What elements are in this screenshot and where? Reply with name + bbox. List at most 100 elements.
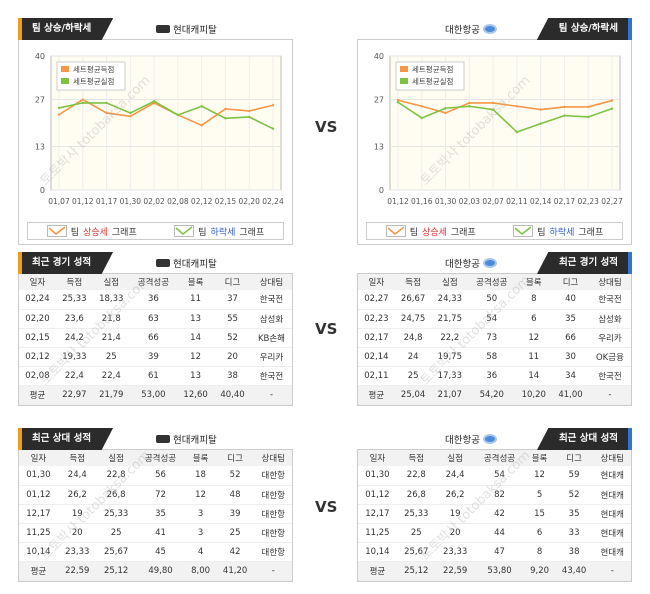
data-point bbox=[610, 107, 614, 110]
table-cell: 48 bbox=[215, 485, 255, 505]
right-team-label: 대한항공 bbox=[445, 22, 497, 36]
x-tick-label: 02,07 bbox=[482, 197, 504, 206]
table-cell: - bbox=[593, 561, 631, 581]
table-cell: 02,23 bbox=[358, 309, 395, 329]
legend-suffix: 그래프 bbox=[111, 227, 137, 238]
table-cell: 02,11 bbox=[358, 366, 395, 386]
table-cell: 25,12 bbox=[396, 561, 436, 581]
legend-rise: 팀 상승세 그래프 bbox=[385, 225, 476, 238]
table-cell: 41 bbox=[135, 523, 186, 543]
left-trend-chart: 0 13 27 40 01,07 01,12 01,17 01,30 02,02 02,08 02,… bbox=[18, 40, 293, 245]
table-cell: 37 bbox=[214, 290, 251, 310]
table-row: 01,12 26,8 26,2 82 5 52 현대캐 bbox=[358, 485, 631, 505]
right-team-label: 대한항공 bbox=[445, 256, 497, 270]
table-cell: 8 bbox=[515, 290, 553, 310]
table-cell: 현대캐 bbox=[593, 542, 631, 562]
table-cell: 대한항 bbox=[254, 523, 292, 543]
x-tick-label: 02,17 bbox=[554, 197, 576, 206]
table-row: 02,14 24 19,75 58 11 30 OK금융 bbox=[358, 347, 631, 367]
table-cell: 14 bbox=[515, 366, 553, 386]
column-header: 득점 bbox=[396, 450, 436, 466]
table-cell: 대한항 bbox=[254, 466, 292, 486]
series-line-0 bbox=[397, 99, 613, 114]
right-h2h-title: 최근 상대 성적 bbox=[536, 428, 632, 450]
data-point bbox=[248, 115, 251, 119]
table-cell: 39 bbox=[215, 504, 255, 524]
legend-word: 하락세 bbox=[210, 227, 236, 238]
table-cell: 39 bbox=[129, 347, 178, 367]
right-trend-title: 팀 상승/하락세 bbox=[536, 18, 632, 40]
table-cell: 25,12 bbox=[96, 561, 136, 581]
column-header: 공격성공 bbox=[474, 450, 525, 466]
table-cell: 73 bbox=[468, 328, 516, 348]
hyundai-logo-icon bbox=[156, 259, 170, 267]
fall-graph-icon bbox=[174, 225, 195, 237]
table-cell: 대한항 bbox=[254, 504, 292, 524]
table-cell: 02,17 bbox=[358, 328, 395, 348]
data-point bbox=[57, 106, 61, 110]
table-cell: - bbox=[254, 561, 292, 581]
table-cell: 12 bbox=[185, 485, 216, 505]
table-row: 11,25 25 20 44 6 33 현대캐 bbox=[358, 523, 631, 543]
table-cell: KB손해 bbox=[250, 328, 292, 348]
right-team-name: 대한항공 bbox=[445, 25, 480, 36]
x-tick-label: 02,03 bbox=[459, 197, 481, 206]
right-team-name: 대한항공 bbox=[445, 435, 480, 446]
column-header: 실점 bbox=[435, 450, 475, 466]
hyundai-logo-icon bbox=[156, 435, 170, 443]
data-point bbox=[420, 116, 423, 120]
table-header-row: 일자 득점 실점 공격성공 블록 디그 상대팀 bbox=[19, 450, 292, 466]
data-point bbox=[420, 105, 423, 108]
x-tick-label: 02,14 bbox=[530, 197, 552, 206]
data-point bbox=[563, 105, 566, 109]
table-cell: 52 bbox=[554, 485, 594, 505]
table-cell: OK금융 bbox=[588, 347, 631, 367]
table-cell: - bbox=[588, 385, 631, 405]
table-row: 11,25 20 25 41 3 25 대한항 bbox=[19, 523, 292, 543]
table-cell: 24,4 bbox=[435, 466, 475, 486]
table-cell: 02,08 bbox=[19, 366, 56, 386]
left-trend-title: 팀 상승/하락세 bbox=[18, 18, 114, 40]
vs-label-2: VS bbox=[315, 320, 338, 338]
column-header: 디그 bbox=[214, 274, 251, 290]
rise-graph-icon bbox=[46, 225, 67, 237]
average-row: 평균 25,04 21,07 54,20 10,20 41,00- bbox=[358, 385, 631, 405]
y-tick-label: 0 bbox=[379, 186, 384, 195]
table-cell: 25,33 bbox=[55, 290, 93, 310]
column-header: 실점 bbox=[92, 274, 130, 290]
legend-swatch bbox=[61, 66, 69, 72]
y-tick-label: 13 bbox=[35, 142, 45, 151]
column-header: 일자 bbox=[19, 274, 56, 290]
table-cell: 25 bbox=[96, 523, 136, 543]
column-header: 일자 bbox=[358, 274, 395, 290]
table-row: 02,20 23,6 21,8 63 13 55 삼성화 bbox=[19, 309, 292, 329]
table-cell: 02,20 bbox=[19, 309, 56, 329]
legend-suffix: 그래프 bbox=[578, 227, 604, 238]
right-h2h-table-box: 일자 득점 실점 공격성공 블록 디그 상대팀 01,30 22,8 24,4 54 12 59 현대캐 0… bbox=[357, 450, 632, 582]
table-cell: 20 bbox=[57, 523, 97, 543]
table-cell: 22,2 bbox=[431, 328, 469, 348]
table-cell: 56 bbox=[135, 466, 186, 486]
left-trend-panel: 팀 상승/하락세 현대캐피탈 0 13 27 40 01,07 01,12 01,17 01,… bbox=[18, 18, 293, 245]
left-trend-header: 팀 상승/하락세 현대캐피탈 bbox=[18, 18, 293, 40]
chart-legend bbox=[395, 61, 465, 91]
table-cell: 12 bbox=[515, 328, 553, 348]
legend-fall: 팀 하락세 그래프 bbox=[174, 225, 264, 238]
table-cell: 26,2 bbox=[435, 485, 475, 505]
data-point bbox=[152, 100, 156, 103]
table-cell: 삼성화 bbox=[588, 309, 631, 329]
x-tick-label: 02,12 bbox=[191, 197, 213, 206]
table-cell: 현대캐 bbox=[593, 466, 631, 486]
table-cell: 58 bbox=[468, 347, 516, 367]
data-point bbox=[563, 114, 566, 117]
average-row: 평균 22,59 25,12 49,80 8,00 41,20- bbox=[19, 561, 292, 581]
table-cell: 24,75 bbox=[394, 309, 432, 329]
table-cell: 11,25 bbox=[19, 523, 58, 543]
table-cell: 한국전 bbox=[250, 366, 292, 386]
data-point bbox=[468, 105, 471, 108]
data-point bbox=[129, 111, 132, 115]
column-header: 공격성공 bbox=[129, 274, 178, 290]
table-cell: 8,00 bbox=[185, 561, 216, 581]
data-point bbox=[515, 130, 519, 134]
table-cell: 21,07 bbox=[431, 385, 469, 405]
